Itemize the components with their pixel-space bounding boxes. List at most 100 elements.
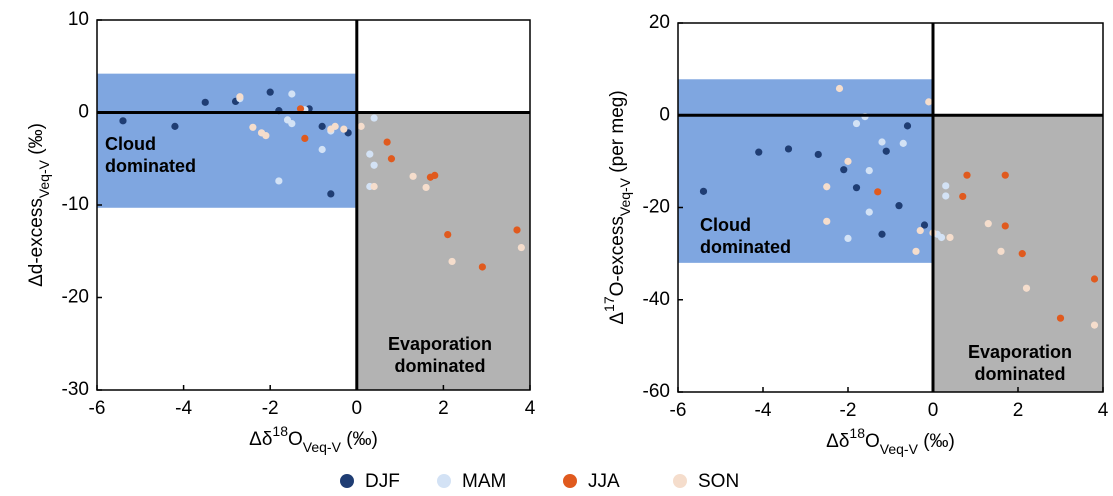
x-axis-label-part: Veq-V	[303, 439, 342, 455]
point	[916, 226, 924, 235]
y-axis-label-part: (per meg)	[607, 90, 628, 178]
point	[318, 122, 326, 130]
x-tick-label: 4	[525, 398, 536, 419]
point	[1018, 250, 1026, 258]
x-axis-label: Δδ18OVeq-V (‰)	[826, 425, 955, 457]
legend-label: JJA	[588, 471, 620, 492]
x-axis-label-part: (‰)	[918, 431, 955, 452]
region-label: dominated	[700, 237, 791, 257]
region-label: Cloud	[700, 215, 751, 235]
point	[959, 192, 967, 201]
point	[878, 230, 886, 238]
point	[236, 93, 244, 101]
point	[288, 90, 296, 98]
region-label: Evaporation	[968, 342, 1072, 362]
point	[171, 122, 179, 130]
y-tick-label: 10	[68, 9, 89, 30]
y-tick-label: 0	[659, 104, 670, 125]
x-axis-label-part: Veq-V	[880, 441, 919, 457]
x-axis-label-part: O	[865, 431, 880, 452]
point	[409, 172, 417, 180]
point	[383, 138, 391, 146]
point	[865, 167, 873, 175]
legend-marker	[340, 474, 354, 488]
x-tick-label: 2	[438, 398, 449, 419]
point	[1090, 275, 1099, 283]
region-label: dominated	[394, 356, 485, 376]
point	[844, 157, 852, 165]
point	[1001, 222, 1009, 230]
legend-item: DJF	[340, 471, 400, 492]
point	[699, 187, 708, 195]
legend-label: MAM	[462, 471, 506, 492]
point	[755, 148, 763, 156]
legend-item: MAM	[437, 471, 506, 492]
legend-item: SON	[673, 471, 739, 492]
point	[895, 202, 903, 210]
region-label: Cloud	[105, 134, 156, 154]
point	[1056, 314, 1065, 322]
x-tick-label: 0	[928, 400, 939, 421]
point	[331, 122, 339, 130]
point	[387, 155, 396, 163]
x-axis-label-part: (‰)	[341, 429, 378, 450]
point	[840, 166, 848, 174]
point	[249, 123, 257, 131]
legend-marker	[437, 474, 451, 488]
point	[517, 243, 525, 252]
point	[370, 161, 378, 169]
point	[899, 139, 907, 147]
x-tick-label: -4	[755, 400, 772, 421]
y-axis-label-part: Δ	[607, 312, 628, 325]
point	[942, 192, 950, 200]
x-tick-label: -2	[262, 398, 279, 419]
point	[431, 171, 439, 179]
region-label: dominated	[105, 156, 196, 176]
x-tick-label: -2	[840, 400, 857, 421]
y-tick-label: -30	[62, 379, 89, 400]
point	[262, 132, 270, 140]
y-tick-label: -10	[62, 194, 89, 215]
point	[201, 98, 209, 106]
point	[942, 182, 950, 190]
y-tick-label: 0	[78, 102, 89, 123]
region-label: Evaporation	[388, 334, 492, 354]
point	[1090, 321, 1099, 329]
x-axis-label-part: 18	[849, 425, 865, 441]
region	[933, 115, 1103, 392]
point	[275, 177, 283, 185]
y-axis-label-part: 17	[601, 296, 617, 312]
point	[296, 105, 305, 113]
point	[997, 247, 1005, 255]
y-tick-label: -20	[62, 287, 89, 308]
point	[984, 220, 992, 228]
point	[784, 145, 793, 153]
point	[301, 134, 309, 142]
y-axis-label: Δ17O-excessVeq-V (per meg)	[601, 90, 633, 324]
region	[97, 73, 357, 208]
point	[444, 231, 452, 239]
y-axis-label-part: Veq-V	[36, 159, 52, 198]
y-tick-label: -60	[643, 381, 670, 402]
region	[678, 79, 933, 263]
x-axis-label-part: 18	[272, 423, 288, 439]
point	[852, 184, 861, 192]
y-tick-label: -40	[643, 289, 670, 310]
point	[327, 190, 335, 198]
point	[852, 119, 861, 128]
point	[119, 117, 127, 125]
x-tick-label: 2	[1013, 400, 1024, 421]
point	[963, 171, 971, 179]
x-tick-label: -6	[670, 400, 687, 421]
region-label: dominated	[974, 364, 1065, 384]
point	[422, 183, 430, 192]
point	[865, 208, 873, 216]
legend-marker	[563, 474, 577, 488]
point	[946, 233, 954, 242]
x-axis-label: Δδ18OVeq-V (‰)	[249, 423, 378, 455]
x-tick-label: -4	[175, 398, 192, 419]
y-axis-label-part: Δd-excess	[26, 198, 47, 287]
point	[340, 125, 348, 133]
